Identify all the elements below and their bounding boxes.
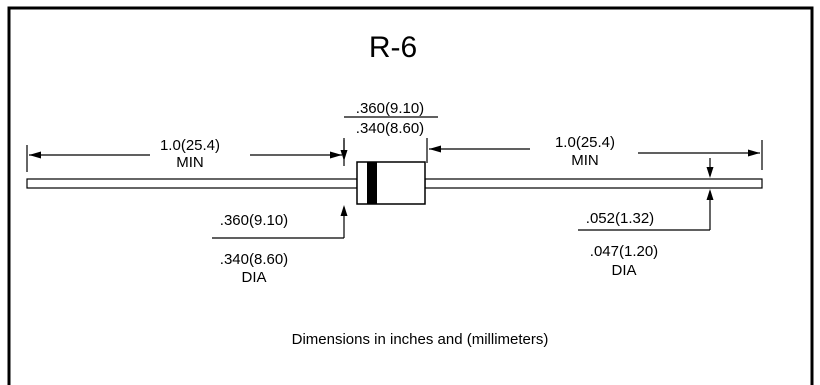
left-lead-wire [26, 178, 358, 189]
right-lead-wire [424, 178, 763, 189]
body-length-min: .340(8.60) [356, 120, 424, 137]
body-dia-max: .360(9.10) [220, 212, 288, 229]
right-lead-length-value: 1.0(25.4) [555, 134, 615, 151]
body-dia-qualifier: DIA [241, 269, 266, 286]
drawing-frame [7, 6, 814, 385]
cathode-band [367, 162, 377, 204]
body-dia-arrow-top [340, 150, 348, 161]
left-lead-arrow-left [29, 151, 41, 159]
units-footnote: Dimensions in inches and (millimeters) [292, 331, 549, 348]
lead-dia-arrow-top [706, 167, 714, 178]
lead-dia-max: .052(1.32) [586, 210, 654, 227]
body-dia-min: .340(8.60) [220, 251, 288, 268]
body-dia-arrow-bottom [340, 205, 348, 216]
right-lead-arrow-left [429, 145, 441, 153]
lead-dia-min: .047(1.20) [590, 243, 658, 260]
lead-dia-arrow-bottom [706, 189, 714, 200]
left-lead-length-value: 1.0(25.4) [160, 137, 220, 154]
lead-dia-qualifier: DIA [611, 262, 636, 279]
right-lead-length-qualifier: MIN [571, 152, 599, 169]
right-lead-arrow-right [748, 149, 760, 157]
left-lead-length-qualifier: MIN [176, 154, 204, 171]
left-lead-arrow-right [330, 151, 342, 159]
package-title: R-6 [369, 31, 417, 64]
body-length-max: .360(9.10) [356, 100, 424, 117]
